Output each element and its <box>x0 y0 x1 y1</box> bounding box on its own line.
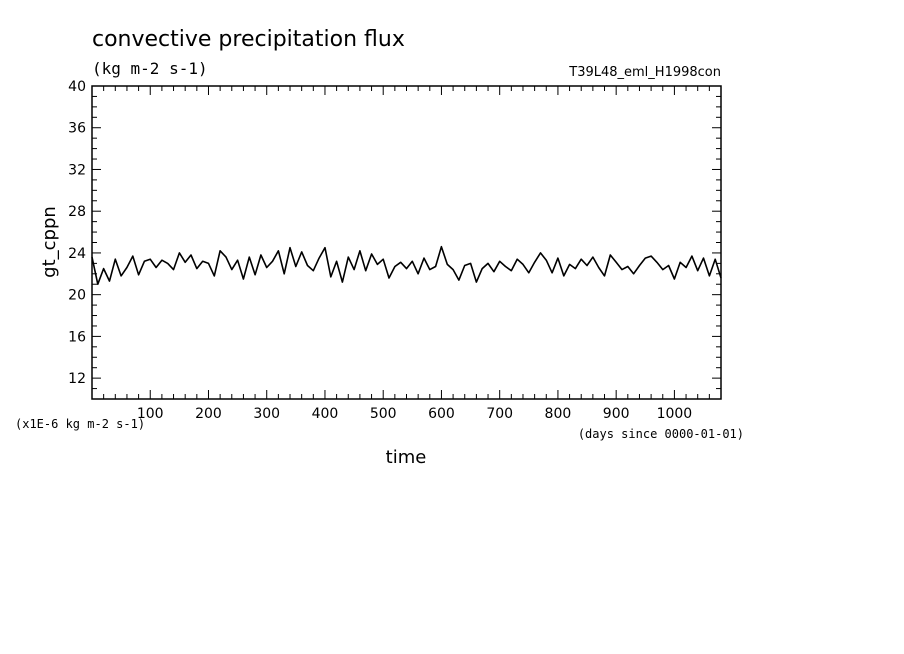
y-tick-label: 12 <box>68 371 86 387</box>
x-unit-note: (days since 0000-01-01) <box>578 427 744 441</box>
plot-frame <box>91 85 722 400</box>
y-tick-label: 40 <box>68 79 86 95</box>
x-tick-label: 400 <box>312 406 339 422</box>
run-label: T39L48_eml_H1998con <box>568 65 721 80</box>
x-tick-label: 300 <box>253 406 280 422</box>
y-tick-label: 36 <box>68 121 86 137</box>
series-line <box>91 245 722 285</box>
x-tick-label: 700 <box>486 406 513 422</box>
chart-title: convective precipitation flux <box>92 27 405 52</box>
y-tick-label: 20 <box>68 288 86 304</box>
y-scale-note: (x1E-6 kg m-2 s-1) <box>15 417 145 431</box>
x-tick-label: 600 <box>428 406 455 422</box>
y-tick-label: 28 <box>68 204 86 220</box>
y-tick-label: 24 <box>68 246 86 262</box>
x-tick-label: 1000 <box>657 406 693 422</box>
y-tick-label: 16 <box>68 329 86 345</box>
x-tick-label: 100 <box>137 406 164 422</box>
x-tick-label: 800 <box>545 406 572 422</box>
x-tick-label: 900 <box>603 406 630 422</box>
y-axis-label: gt_cppn <box>39 206 60 278</box>
y-tick-label: 32 <box>68 162 86 178</box>
y-axis: 12 16 20 24 28 32 36 40 <box>68 79 721 400</box>
x-tick-label: 500 <box>370 406 397 422</box>
x-axis-label: time <box>386 447 427 468</box>
x-tick-label: 200 <box>195 406 222 422</box>
x-axis: 100 200 300 400 500 600 700 800 900 1000 <box>91 86 722 422</box>
chart-subtitle: (kg m-2 s-1) <box>92 59 208 78</box>
